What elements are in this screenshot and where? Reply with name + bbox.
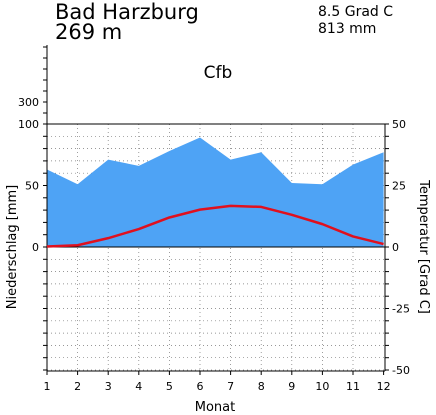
x-tick-label: 3 (105, 380, 112, 393)
precipitation-area (47, 137, 384, 247)
x-tick-label: 5 (166, 380, 173, 393)
x-tick-label: 1 (44, 380, 51, 393)
right-tick-label: -50 (392, 364, 410, 377)
left-tick-label: 100 (18, 118, 39, 131)
x-tick-label: 11 (346, 380, 360, 393)
right-tick-label: 50 (392, 118, 406, 131)
mean-temperature: 8.5 Grad C (318, 4, 394, 20)
climate-class: Cfb (204, 63, 233, 83)
right-tick-label: -25 (392, 303, 410, 316)
x-tick-label: 6 (197, 380, 204, 393)
right-tick-label: 0 (392, 241, 399, 254)
axes (43, 45, 389, 375)
x-tick-label: 12 (377, 380, 391, 393)
y-axis-right-label: Temperatur [Grad C] (416, 179, 431, 314)
x-axis-label: Monat (195, 400, 235, 415)
x-tick-label: 4 (135, 380, 142, 393)
x-tick-label: 9 (288, 380, 295, 393)
right-tick-label: 25 (392, 180, 406, 193)
x-tick-label: 2 (74, 380, 81, 393)
x-tick-label: 8 (258, 380, 265, 393)
x-tick-label: 10 (315, 380, 329, 393)
station-name: Bad Harzburg (55, 0, 199, 24)
left-tick-label: 50 (25, 180, 39, 193)
x-tick-label: 7 (227, 380, 234, 393)
left-tick-label: 0 (32, 241, 39, 254)
station-elevation: 269 m (55, 20, 123, 44)
temperature-line (46, 204, 384, 248)
annual-precipitation: 813 mm (318, 21, 377, 37)
extended-tick-label: 300 (18, 96, 39, 109)
y-axis-left-label: Niederschlag [mm] (5, 185, 20, 310)
